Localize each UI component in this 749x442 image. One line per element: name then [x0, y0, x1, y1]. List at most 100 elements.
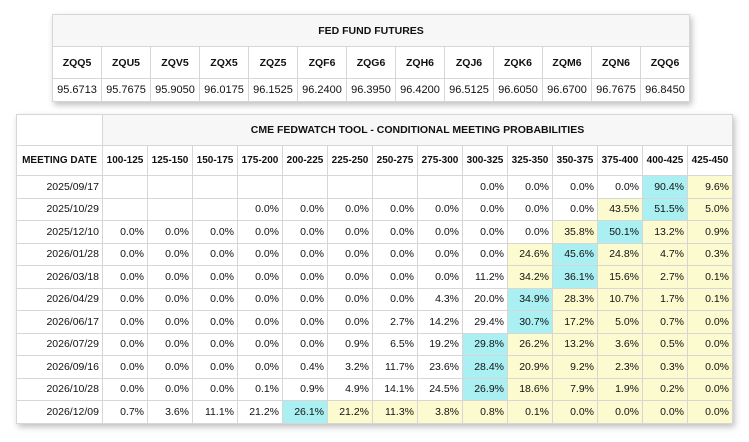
rate-range-header: 325-350 — [507, 145, 553, 176]
probability-cell: 0.0% — [147, 332, 193, 356]
probability-cell: 0.0% — [552, 197, 598, 221]
probability-cell: 24.5% — [417, 377, 463, 401]
meeting-row: 2026/06/17 0.0% 0.0% 0.0% 0.0% 0.0% 0.0% 2.7% 14… — [16, 310, 733, 334]
futures-contract-header: ZQV5 — [150, 46, 200, 79]
probability-cell: 0.8% — [462, 400, 508, 424]
meeting-row: 2026/09/16 0.0% 0.0% 0.0% 0.0% 0.4% 3.2% 11.7% 2… — [16, 355, 733, 379]
futures-title: FED FUND FUTURES — [52, 14, 690, 47]
probability-cell: 0.1% — [237, 377, 283, 401]
probabilities-title-row: CME FEDWATCH TOOL - CONDITIONAL MEETING … — [16, 114, 733, 146]
rate-range-header: 175-200 — [237, 145, 283, 176]
futures-contract-header: ZQM6 — [542, 46, 592, 79]
rate-range-header: 275-300 — [417, 145, 463, 176]
probability-cell: 0.0% — [417, 220, 463, 244]
probability-cell: 51.5% — [642, 197, 688, 221]
probability-cell: 0.0% — [282, 332, 328, 356]
probability-cell: 29.8% — [462, 332, 508, 356]
probability-cell: 28.4% — [462, 355, 508, 379]
probability-cell: 0.0% — [192, 287, 238, 311]
probability-cell: 36.1% — [552, 265, 598, 289]
probability-cell: 0.0% — [192, 220, 238, 244]
probability-cell: 0.0% — [687, 332, 733, 356]
probability-cell: 0.3% — [687, 242, 733, 266]
probability-cell: 26.9% — [462, 377, 508, 401]
probability-cell: 26.1% — [282, 400, 328, 424]
probability-cell: 3.8% — [417, 400, 463, 424]
futures-price-cell: 96.0175 — [199, 78, 249, 102]
probability-cell: 3.2% — [327, 355, 373, 379]
probabilities-title: CME FEDWATCH TOOL - CONDITIONAL MEETING … — [102, 114, 733, 146]
futures-price-cell: 96.7675 — [591, 78, 641, 102]
futures-contract-header: ZQQ6 — [640, 46, 690, 79]
futures-price-cell: 96.3950 — [346, 78, 396, 102]
probability-cell: 0.0% — [237, 332, 283, 356]
probability-cell: 0.0% — [237, 265, 283, 289]
probability-cell: 2.3% — [597, 355, 643, 379]
probability-cell: 11.2% — [462, 265, 508, 289]
rate-range-header: 100-125 — [102, 145, 148, 176]
probability-cell: 34.9% — [507, 287, 553, 311]
futures-price-cell: 96.6050 — [493, 78, 543, 102]
probability-cell: 2.7% — [642, 265, 688, 289]
probability-cell: 0.9% — [282, 377, 328, 401]
meeting-date-cell: 2026/01/28 — [16, 242, 103, 266]
probability-cell: 0.4% — [282, 355, 328, 379]
meeting-row: 2025/09/17 0.0% 0.0% 0.0% 0.0% 90.4% 9.6% — [16, 175, 733, 199]
probability-cell: 0.0% — [552, 175, 598, 199]
futures-price-cell: 96.6700 — [542, 78, 592, 102]
probability-cell: 0.0% — [327, 242, 373, 266]
probability-cell: 34.2% — [507, 265, 553, 289]
probability-cell: 0.0% — [597, 400, 643, 424]
probability-cell: 0.0% — [102, 355, 148, 379]
probability-cell: 50.1% — [597, 220, 643, 244]
probability-cell: 4.7% — [642, 242, 688, 266]
probability-cell: 0.9% — [327, 332, 373, 356]
meeting-date-cell: 2026/12/09 — [16, 400, 103, 424]
meeting-row: 2026/07/29 0.0% 0.0% 0.0% 0.0% 0.0% 0.9% 6.5% 19… — [16, 332, 733, 356]
probability-cell: 0.0% — [147, 242, 193, 266]
probability-cell: 13.2% — [552, 332, 598, 356]
futures-price-cell: 95.9050 — [150, 78, 200, 102]
rate-range-header: 300-325 — [462, 145, 508, 176]
probability-cell: 0.0% — [462, 220, 508, 244]
probability-cell: 0.0% — [282, 197, 328, 221]
probability-cell: 11.3% — [372, 400, 418, 424]
probability-cell: 0.0% — [102, 377, 148, 401]
futures-price-cell: 96.2400 — [297, 78, 347, 102]
probability-cell: 0.0% — [462, 197, 508, 221]
probability-cell: 0.0% — [102, 287, 148, 311]
meeting-date-cell: 2026/09/16 — [16, 355, 103, 379]
meeting-row: 2025/12/10 0.0% 0.0% 0.0% 0.0% 0.0% 0.0% 0.0% 0.… — [16, 220, 733, 244]
futures-contract-header: ZQG6 — [346, 46, 396, 79]
probability-cell: 3.6% — [597, 332, 643, 356]
rate-range-header: 225-250 — [327, 145, 373, 176]
meeting-row: 2026/12/09 0.7% 3.6% 11.1% 21.2% 26.1% 21.2% 11… — [16, 400, 733, 424]
probability-cell: 0.0% — [282, 287, 328, 311]
probability-cell: 20.0% — [462, 287, 508, 311]
futures-contract-header: ZQF6 — [297, 46, 347, 79]
probability-cell: 0.0% — [147, 310, 193, 334]
probability-cell: 90.4% — [642, 175, 688, 199]
meeting-date-cell: 2026/10/28 — [16, 377, 103, 401]
probability-cell: 1.7% — [642, 287, 688, 311]
probability-cell: 0.0% — [192, 265, 238, 289]
futures-contract-header: ZQN6 — [591, 46, 641, 79]
probability-cell: 0.7% — [102, 400, 148, 424]
probability-cell: 5.0% — [687, 197, 733, 221]
probability-cell — [147, 175, 193, 199]
futures-price-cell: 96.5125 — [444, 78, 494, 102]
rate-range-header: 425-450 — [687, 145, 733, 176]
probability-cell: 0.0% — [687, 377, 733, 401]
probability-cell: 14.1% — [372, 377, 418, 401]
probability-cell: 0.0% — [237, 287, 283, 311]
futures-contracts-row: ZQQ5 ZQU5 ZQV5 ZQX5 ZQZ5 ZQF6 ZQG6 ZQH6 ZQJ6 ZQK6… — [52, 46, 690, 79]
probability-cell: 0.0% — [552, 400, 598, 424]
probability-cell: 0.0% — [282, 265, 328, 289]
probability-cell: 0.0% — [102, 332, 148, 356]
probability-cell: 0.1% — [687, 287, 733, 311]
rate-range-header: 125-150 — [147, 145, 193, 176]
probability-cell: 0.2% — [642, 377, 688, 401]
probability-cell: 0.9% — [687, 220, 733, 244]
probability-cell: 0.0% — [327, 197, 373, 221]
